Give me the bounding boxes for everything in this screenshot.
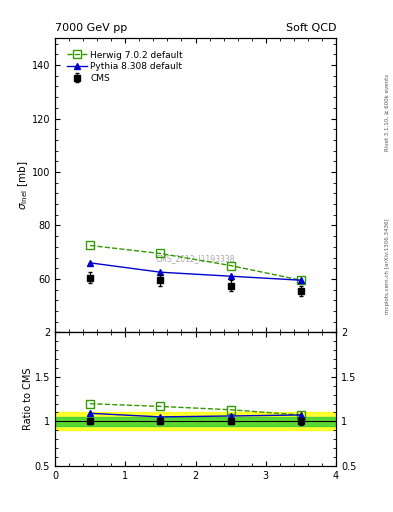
Text: Rivet 3.1.10, ≥ 600k events: Rivet 3.1.10, ≥ 600k events xyxy=(385,74,389,151)
Line: Herwig 7.0.2 default: Herwig 7.0.2 default xyxy=(86,242,305,284)
Pythia 8.308 default xyxy=(228,273,233,279)
Bar xyxy=(55,417,336,426)
Herwig 7.0.2 default xyxy=(88,242,92,248)
Text: 7000 GeV pp: 7000 GeV pp xyxy=(55,23,127,33)
Y-axis label: $\sigma_{\mathrm{inel}}$ [mb]: $\sigma_{\mathrm{inel}}$ [mb] xyxy=(17,161,30,210)
Pythia 8.308 default xyxy=(88,260,92,266)
Text: Soft QCD: Soft QCD xyxy=(286,23,336,33)
Legend: Herwig 7.0.2 default, Pythia 8.308 default, CMS: Herwig 7.0.2 default, Pythia 8.308 defau… xyxy=(65,49,185,85)
Text: CMS_2012_I1193338: CMS_2012_I1193338 xyxy=(156,254,235,263)
Text: mcplots.cern.ch [arXiv:1306.3436]: mcplots.cern.ch [arXiv:1306.3436] xyxy=(385,219,389,314)
Herwig 7.0.2 default xyxy=(158,250,163,257)
Pythia 8.308 default xyxy=(158,269,163,275)
Line: Pythia 8.308 default: Pythia 8.308 default xyxy=(87,260,304,283)
Herwig 7.0.2 default xyxy=(299,277,303,283)
Bar xyxy=(55,413,336,430)
Herwig 7.0.2 default xyxy=(228,263,233,269)
Pythia 8.308 default xyxy=(299,277,303,283)
Y-axis label: Ratio to CMS: Ratio to CMS xyxy=(24,368,33,431)
